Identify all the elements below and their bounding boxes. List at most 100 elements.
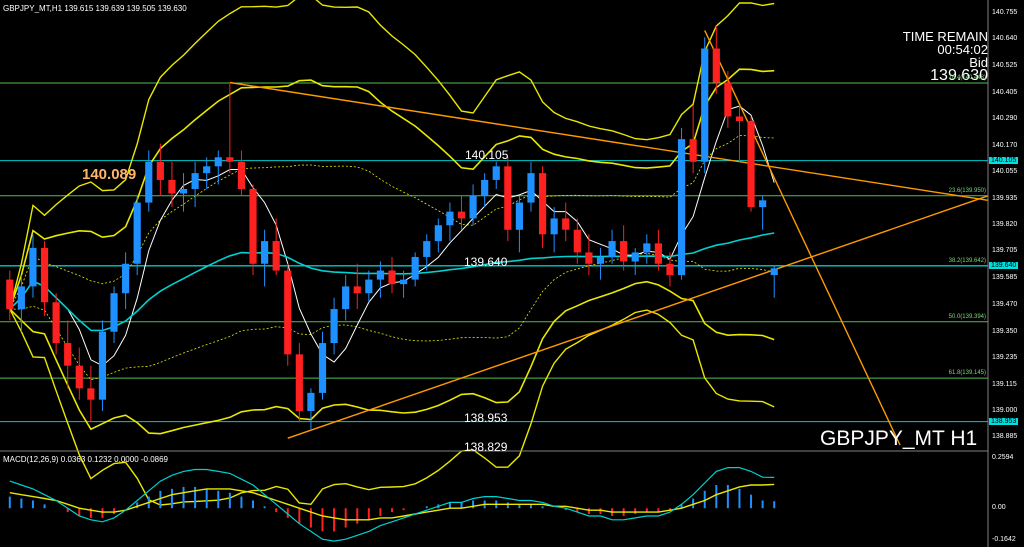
candle-body-52 bbox=[608, 241, 616, 257]
price-level-box: 139.640 bbox=[989, 262, 1019, 270]
candle-body-15 bbox=[179, 188, 188, 194]
candle-body-14 bbox=[168, 179, 176, 194]
candle-body-60 bbox=[701, 48, 709, 162]
candle-body-27 bbox=[318, 343, 327, 393]
candle-body-46 bbox=[538, 173, 547, 235]
candle-body-57 bbox=[666, 263, 674, 276]
time-remain-panel: TIME REMAIN 00:54:02 Bid 139.630 bbox=[902, 29, 988, 84]
candle-body-4 bbox=[52, 302, 60, 344]
level-label-1: 140.105 bbox=[465, 148, 509, 162]
fib-level-label: 38.2(139.642) bbox=[948, 257, 986, 264]
price-level-box: 138.953 bbox=[989, 417, 1019, 425]
candle-body-7 bbox=[87, 388, 95, 400]
price-tick-label: 139.000 bbox=[992, 407, 1018, 415]
candle-body-59 bbox=[689, 139, 697, 162]
macd-histogram bbox=[8, 484, 776, 532]
fib-level-label: 61.8(139.145) bbox=[948, 370, 986, 377]
time-remain-value: 00:54:02 bbox=[937, 42, 988, 57]
candle-body-61 bbox=[712, 48, 720, 83]
candle-body-2 bbox=[29, 247, 37, 287]
candle-body-48 bbox=[562, 218, 570, 230]
fib-level-label: 23.6(139.950) bbox=[948, 187, 986, 194]
candle-body-30 bbox=[353, 286, 361, 294]
price-tick-label: 140.640 bbox=[992, 35, 1018, 43]
candle-body-64 bbox=[747, 121, 755, 208]
price-level-box: 140.105 bbox=[989, 156, 1019, 164]
bollinger-lower-3 bbox=[9, 308, 775, 506]
candle-body-35 bbox=[411, 256, 419, 280]
symbol-watermark: GBPJPY_MT H1 bbox=[820, 427, 978, 450]
candle-body-20 bbox=[237, 161, 246, 189]
candle-body-8 bbox=[98, 331, 107, 400]
time-remain-label: TIME REMAIN bbox=[902, 29, 988, 44]
candle-body-50 bbox=[585, 252, 593, 264]
candle-body-65 bbox=[759, 200, 767, 208]
candle-body-45 bbox=[527, 173, 535, 203]
candle-body-66 bbox=[770, 268, 778, 276]
level-label-4: 138.829 bbox=[464, 440, 508, 454]
chart-header: GBPJPY_MT,H1 139.615 139.639 139.505 139… bbox=[3, 4, 187, 13]
candle-body-22 bbox=[261, 241, 269, 264]
candle-body-49 bbox=[573, 229, 581, 253]
candle-body-6 bbox=[75, 365, 83, 389]
macd-tick-label: 0.2594 bbox=[992, 454, 1014, 461]
candle-body-16 bbox=[191, 173, 199, 189]
candle-body-44 bbox=[515, 202, 523, 230]
level-label-3: 138.953 bbox=[464, 411, 508, 425]
price-tick-label: 139.705 bbox=[992, 247, 1018, 255]
candle-body-34 bbox=[399, 279, 408, 285]
candle-body-17 bbox=[203, 166, 211, 174]
candle-body-18 bbox=[214, 157, 222, 167]
candle-body-47 bbox=[550, 218, 558, 235]
candle-body-53 bbox=[620, 241, 628, 262]
candle-body-63 bbox=[735, 116, 744, 122]
high-price-label: 140.089 bbox=[82, 166, 137, 183]
candle-body-42 bbox=[492, 166, 500, 180]
candle-body-40 bbox=[469, 195, 477, 219]
macd-tick-label: 0.00 bbox=[992, 504, 1006, 512]
bollinger-lower-2 bbox=[9, 280, 775, 435]
candle-body-56 bbox=[654, 243, 662, 264]
candle-body-12 bbox=[145, 161, 153, 203]
bid-label: Bid bbox=[969, 55, 988, 70]
candle-body-51 bbox=[596, 256, 605, 264]
candle-body-36 bbox=[423, 241, 431, 257]
price-tick-label: 140.055 bbox=[992, 167, 1018, 175]
candle-body-28 bbox=[330, 309, 338, 344]
candle-body-31 bbox=[365, 279, 373, 294]
candle-body-11 bbox=[133, 202, 141, 264]
candle-body-43 bbox=[504, 166, 512, 230]
candle-body-13 bbox=[156, 161, 164, 180]
trend-line-steep bbox=[704, 30, 901, 446]
candlesticks bbox=[6, 25, 778, 430]
candle-body-41 bbox=[481, 179, 489, 196]
price-tick-label: 139.470 bbox=[992, 300, 1018, 308]
price-tick-label: 139.820 bbox=[992, 221, 1018, 229]
price-tick-label: 138.885 bbox=[992, 433, 1018, 441]
trend-line-upper bbox=[229, 81, 989, 202]
candle-body-39 bbox=[457, 211, 466, 219]
price-tick-label: 140.525 bbox=[992, 61, 1018, 69]
macd-signal bbox=[9, 483, 775, 521]
macd-header: MACD(12,26,9) 0.0363 0.1232 0.0000 -0.08… bbox=[3, 455, 169, 464]
main-chart-area bbox=[0, 0, 988, 450]
price-axis bbox=[0, 0, 989, 547]
candle-body-23 bbox=[272, 241, 280, 271]
price-tick-label: 139.585 bbox=[992, 274, 1018, 282]
price-tick-label: 140.405 bbox=[992, 88, 1018, 96]
bid-value: 139.630 bbox=[930, 67, 988, 84]
level-label-2: 139.640 bbox=[464, 255, 508, 269]
price-tick-label: 140.170 bbox=[992, 141, 1018, 149]
macd-main bbox=[9, 467, 775, 542]
price-tick-label: 139.350 bbox=[992, 327, 1018, 335]
candle-body-62 bbox=[724, 82, 732, 117]
fib-level-label: 76.4(140.448) bbox=[948, 74, 986, 81]
candle-body-5 bbox=[64, 343, 72, 366]
candle-body-1 bbox=[17, 286, 25, 310]
price-level-lines bbox=[0, 160, 988, 423]
candle-body-25 bbox=[295, 354, 303, 412]
trend-line-lower bbox=[287, 195, 989, 439]
candle-body-10 bbox=[122, 263, 130, 294]
candle-body-26 bbox=[307, 392, 315, 412]
